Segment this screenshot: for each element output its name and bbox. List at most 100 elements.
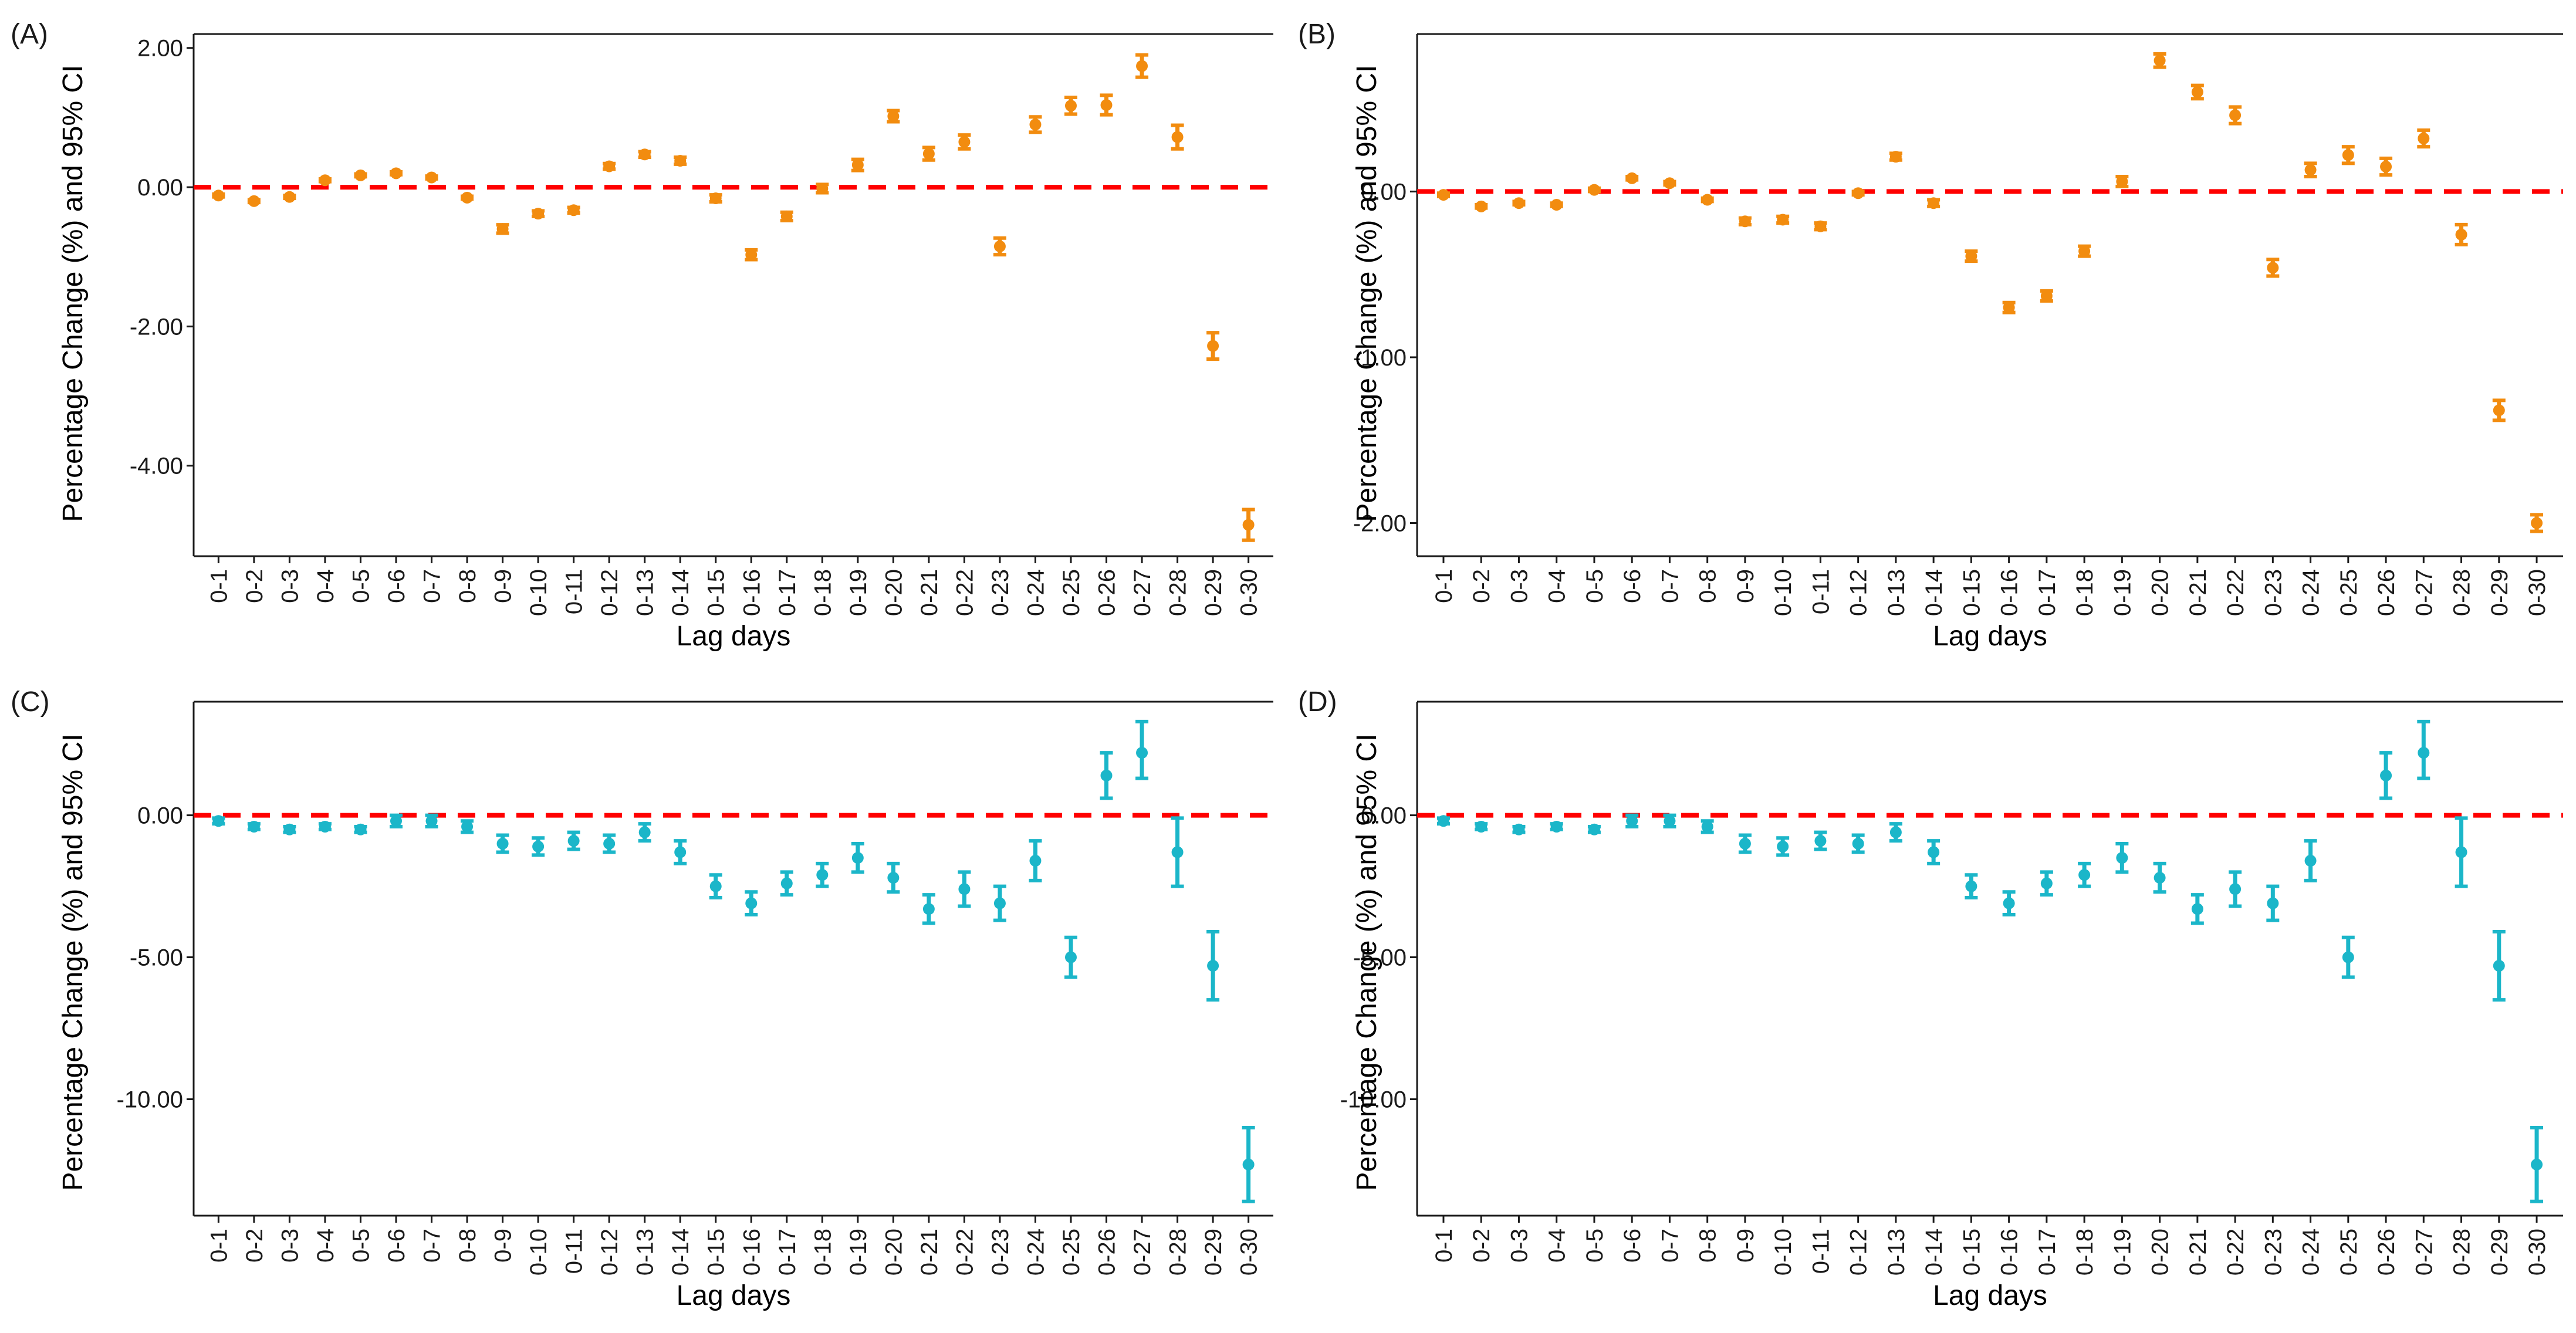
data-point (1136, 60, 1148, 72)
x-tick-label: 0-18 (2072, 569, 2098, 616)
x-axis-title: Lag days (1933, 621, 2047, 652)
data-point (425, 171, 438, 184)
data-point (532, 208, 545, 220)
y-tick-label: -5.00 (1353, 945, 1407, 971)
data-point (1814, 220, 1827, 232)
x-tick-label: 0-17 (2034, 1229, 2060, 1276)
x-tick-label: 0-5 (1582, 569, 1608, 603)
x-tick-label: 0-15 (1959, 1229, 1985, 1276)
x-tick-label: 0-25 (2336, 569, 2362, 616)
data-point (1100, 99, 1113, 111)
data-point (2003, 897, 2015, 909)
x-tick-label: 0-20 (2148, 1229, 2173, 1276)
x-tick-label: 0-20 (881, 569, 907, 616)
y-tick-label: 0.00 (137, 803, 183, 829)
x-tick-label: 0-23 (988, 569, 1013, 616)
data-point (2040, 877, 2053, 889)
x-tick-label: 0-6 (1620, 569, 1645, 603)
data-point (212, 190, 225, 202)
data-point (638, 826, 651, 838)
x-tick-label: 0-24 (1023, 569, 1049, 616)
x-tick-label: 0-10 (526, 1229, 552, 1276)
x-axis-title: Lag days (1933, 1280, 2047, 1311)
data-point (1626, 172, 1638, 184)
data-point (1928, 197, 1940, 209)
x-tick-label: 0-26 (1094, 1229, 1120, 1276)
x-tick-label: 0-11 (1808, 1229, 1834, 1274)
data-point (283, 823, 296, 835)
x-tick-label: 0-24 (2298, 1229, 2324, 1276)
data-point (2229, 883, 2242, 895)
data-point (745, 897, 758, 909)
data-point (319, 174, 331, 187)
x-tick-label: 0-4 (1544, 569, 1570, 603)
x-tick-label: 0-19 (2110, 1229, 2135, 1276)
panel-a: (A) 2.00 0.00 -2.00 -4.00 0-1 0-2 0-3 0-4 0-5 0-6 0… (11, 19, 1273, 652)
data-point (354, 169, 367, 181)
data-point (1065, 951, 1077, 963)
data-point (248, 195, 260, 207)
x-tick-label: 0-25 (1059, 569, 1084, 616)
x-tick-label: 0-1 (206, 569, 232, 603)
x-tick-label: 0-2 (242, 1229, 268, 1263)
y-axis-title: Percentage Change (%) and 95% CI (58, 733, 89, 1190)
data-point (1588, 184, 1600, 196)
data-point (887, 110, 900, 123)
x-tick-label: 0-6 (384, 569, 410, 603)
data-point (887, 872, 900, 884)
data-point (390, 815, 402, 827)
data-point (2003, 302, 2015, 314)
data-point (1029, 119, 1042, 131)
data-point (922, 148, 935, 160)
x-tick-label: 0-21 (2185, 1229, 2211, 1276)
data-point (2116, 175, 2128, 188)
data-point (993, 897, 1006, 909)
x-tick-label: 0-6 (1620, 1229, 1645, 1263)
data-point (1626, 815, 1638, 827)
data-point (1550, 199, 1563, 211)
data-point (2455, 228, 2467, 241)
x-tick-label: 0-16 (739, 1229, 765, 1276)
data-point (2154, 872, 2166, 884)
y-tick-label: -10.00 (117, 1087, 183, 1113)
x-tick-label: 0-5 (1582, 1229, 1608, 1263)
y-axis-title: Percentage Change (%) and 95% CI (1351, 65, 1382, 522)
data-point (1242, 519, 1255, 531)
data-point (2531, 517, 2543, 529)
x-tick-label: 0-2 (1469, 569, 1495, 603)
x-tick-label: 0-5 (348, 569, 374, 603)
x-tick-label: 0-12 (1846, 1229, 1872, 1276)
data-point (709, 192, 722, 205)
x-tick-label: 0-26 (2374, 569, 2399, 616)
x-tick-label: 0-18 (810, 569, 836, 616)
panel-label: (A) (11, 19, 48, 50)
x-tick-label: 0-25 (1059, 1229, 1084, 1276)
y-tick-label: -2.00 (1353, 510, 1407, 536)
data-point (1889, 826, 1902, 838)
data-point (532, 840, 545, 852)
x-tick-label: 0-29 (1201, 569, 1226, 616)
data-point (1852, 187, 1864, 199)
y-tick-label: 0.00 (137, 175, 183, 201)
y-tick-label: 0.00 (1361, 179, 1407, 205)
data-point (1701, 820, 1713, 833)
data-point (1965, 880, 1977, 892)
x-tick-label: 0-3 (1506, 569, 1532, 603)
x-tick-label: 0-23 (2260, 1229, 2286, 1276)
data-point (354, 823, 367, 835)
x-tick-label: 0-2 (242, 569, 268, 603)
x-tick-label: 0-8 (1695, 569, 1721, 603)
x-tick-label: 0-30 (2524, 569, 2550, 616)
data-point (816, 182, 829, 195)
y-tick-label: -1.00 (1353, 345, 1407, 371)
x-tick-label: 0-3 (277, 569, 303, 603)
data-point (248, 820, 260, 833)
data-point (2078, 869, 2091, 881)
x-tick-label: 0-28 (2449, 569, 2475, 616)
y-axis-title: Percentage Change (%) and 95% CI (1351, 733, 1382, 1190)
x-tick-label: 0-22 (2223, 1229, 2249, 1276)
x-tick-label: 0-10 (1770, 1229, 1796, 1276)
x-tick-label: 0-4 (313, 569, 339, 603)
data-point (851, 159, 864, 171)
x-tick-label: 0-9 (1733, 569, 1759, 603)
